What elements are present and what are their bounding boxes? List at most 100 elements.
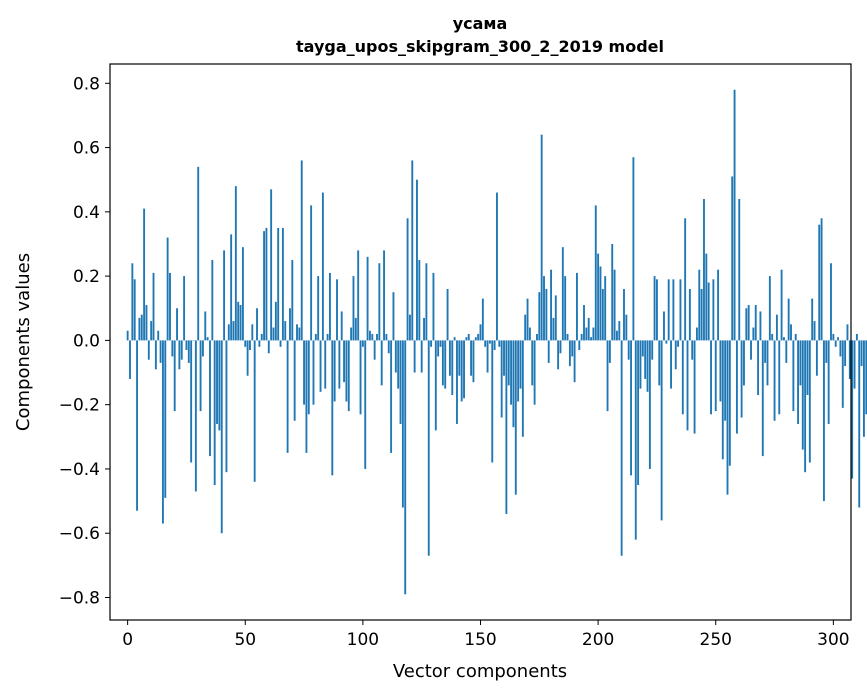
bar xyxy=(338,340,341,389)
bar xyxy=(587,317,590,341)
y-tick-label: 0.0 xyxy=(73,331,100,351)
bar xyxy=(357,250,360,341)
bar xyxy=(216,340,218,424)
bar xyxy=(496,192,498,341)
bar xyxy=(564,276,567,341)
bar xyxy=(686,340,689,431)
bar xyxy=(505,340,508,514)
bar xyxy=(806,340,809,396)
y-tick-label: −0.4 xyxy=(59,460,100,480)
bar xyxy=(721,340,724,460)
bar xyxy=(804,340,807,473)
bar xyxy=(517,340,520,402)
bar xyxy=(225,340,228,473)
bar xyxy=(251,324,254,341)
bar xyxy=(187,340,190,363)
bar xyxy=(528,327,531,341)
bar xyxy=(204,311,207,341)
bar xyxy=(310,205,313,341)
bar xyxy=(143,208,146,341)
bar xyxy=(199,340,202,412)
bar xyxy=(613,269,616,341)
bar xyxy=(846,324,849,341)
bar xyxy=(644,340,647,379)
bar xyxy=(131,263,134,341)
bar xyxy=(526,298,529,341)
bar xyxy=(780,269,783,341)
bar xyxy=(761,340,764,457)
bar xyxy=(578,340,581,351)
bar xyxy=(759,311,762,341)
bar xyxy=(646,340,649,392)
bar xyxy=(227,324,230,341)
bar xyxy=(289,308,291,341)
bar xyxy=(698,269,701,341)
bar xyxy=(230,234,233,341)
bar xyxy=(491,340,494,463)
bar xyxy=(832,333,835,341)
y-tick-label: 0.2 xyxy=(73,267,100,287)
bar xyxy=(500,340,503,418)
bar xyxy=(818,224,821,341)
bar xyxy=(663,311,665,341)
bar xyxy=(176,308,178,341)
bar xyxy=(660,340,663,521)
bar xyxy=(672,279,675,341)
bar xyxy=(757,340,760,396)
bar xyxy=(745,308,748,341)
bar xyxy=(507,340,510,386)
bar xyxy=(778,340,781,415)
bar xyxy=(249,340,251,351)
y-axis-ticks: −0.8 −0.6 −0.4 −0.2 0.0 0.2 0.4 0.6 0.8 xyxy=(59,74,110,609)
bar xyxy=(126,330,129,341)
bar xyxy=(392,292,395,341)
bar xyxy=(561,247,564,341)
bar xyxy=(559,340,562,354)
bar xyxy=(411,160,414,341)
bar xyxy=(752,327,755,341)
bar xyxy=(147,340,150,360)
bar xyxy=(801,340,804,450)
bar xyxy=(194,340,197,492)
bar xyxy=(333,340,336,402)
bar xyxy=(138,317,141,341)
bar xyxy=(399,340,402,424)
bar xyxy=(844,340,847,367)
bar xyxy=(860,340,863,367)
bar xyxy=(451,340,454,396)
bar xyxy=(632,157,635,341)
bars-group xyxy=(126,89,867,595)
bar xyxy=(764,340,767,363)
bar xyxy=(717,269,720,341)
x-tick-label: 250 xyxy=(700,630,732,650)
bar xyxy=(808,340,811,463)
x-tick-label: 50 xyxy=(234,630,256,650)
bar xyxy=(296,324,298,341)
bar xyxy=(684,218,687,341)
y-axis-label: Components values xyxy=(13,253,34,431)
bar xyxy=(314,333,317,341)
bar xyxy=(825,340,828,363)
bar xyxy=(651,340,654,360)
bar xyxy=(218,340,221,431)
bar xyxy=(590,337,592,341)
bar xyxy=(178,340,181,370)
bar xyxy=(154,340,157,370)
bar xyxy=(794,333,797,341)
bar xyxy=(397,340,400,389)
bar xyxy=(583,305,585,341)
bar xyxy=(329,272,331,341)
bar xyxy=(185,340,188,351)
bar xyxy=(677,340,680,347)
bar xyxy=(554,295,557,341)
bar xyxy=(712,279,715,341)
bar xyxy=(775,314,778,341)
bar xyxy=(171,340,174,357)
bar xyxy=(655,279,658,341)
bar xyxy=(319,340,322,392)
bar xyxy=(726,340,729,495)
bar xyxy=(568,340,571,367)
x-axis-label: Vector components xyxy=(393,661,567,682)
bar xyxy=(140,314,143,341)
